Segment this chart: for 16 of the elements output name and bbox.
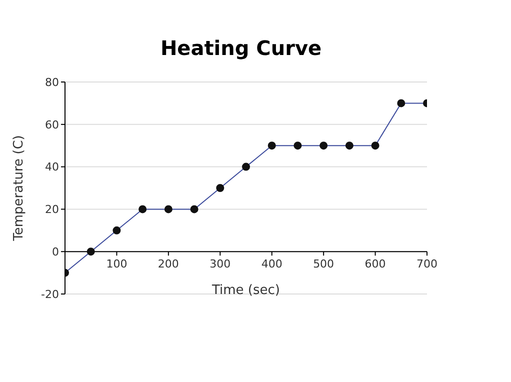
- chart-title: Heating Curve: [159, 36, 323, 60]
- y-tick-label: 80: [45, 76, 59, 89]
- x-axis-title: Time (sec): [210, 283, 280, 298]
- x-tick-label: 500: [313, 258, 334, 271]
- x-tick-label: 300: [210, 258, 231, 271]
- y-tick-label: 40: [45, 160, 59, 174]
- x-tick-label: 700: [416, 258, 438, 271]
- y-tick-label: -20: [41, 288, 59, 301]
- y-tick-label: 60: [45, 118, 59, 132]
- y-axis-title: Temperature (C): [12, 135, 27, 242]
- y-tick-label: 20: [45, 203, 59, 216]
- x-tick-label: 100: [106, 258, 128, 271]
- x-tick-label: 200: [158, 258, 179, 271]
- x-tick-label: 600: [364, 258, 386, 271]
- x-tick-label: 400: [261, 258, 282, 271]
- y-tick-label: 0: [52, 246, 59, 259]
